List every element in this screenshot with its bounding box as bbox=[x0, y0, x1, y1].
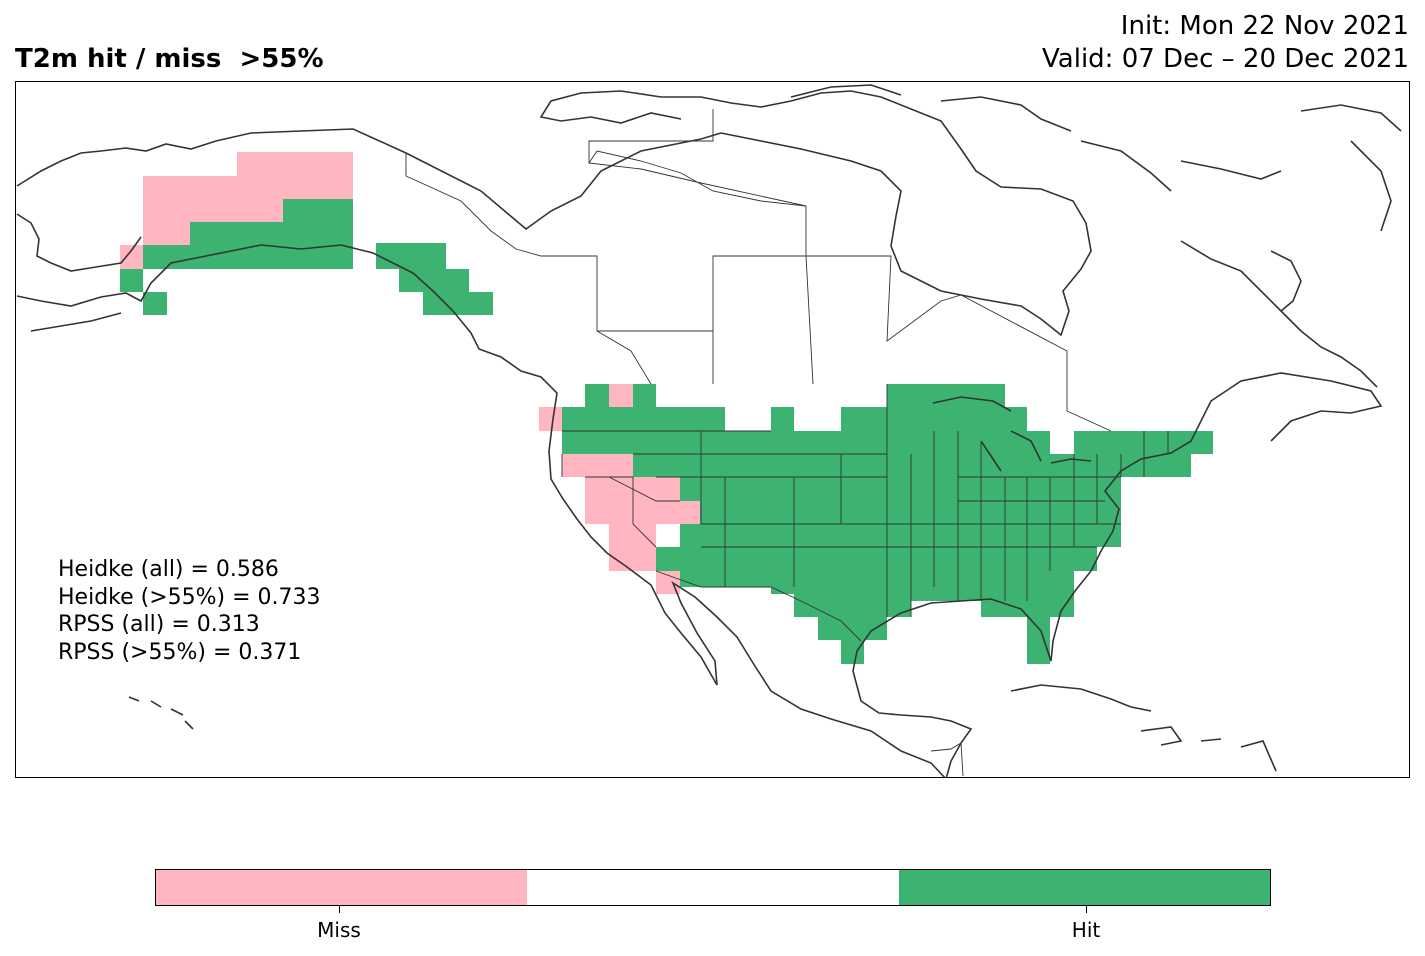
skill-scores: Heidke (all) = 0.586 Heidke (>55%) = 0.7… bbox=[58, 556, 321, 666]
miss-cell-oregon-coast bbox=[539, 407, 562, 431]
hit-cell-alaska bbox=[120, 199, 353, 315]
coast-west bbox=[16, 128, 946, 777]
canada-provinces bbox=[405, 109, 1112, 432]
map-panel bbox=[15, 81, 1410, 778]
stat-rpss-55: RPSS (>55%) = 0.371 bbox=[58, 639, 302, 665]
map-title: T2m hit / miss >55% bbox=[15, 44, 324, 74]
coastlines bbox=[16, 84, 1402, 777]
valid-range: Valid: 07 Dec – 20 Dec 2021 bbox=[1042, 44, 1409, 74]
coast-gulf bbox=[852, 372, 1383, 777]
hit-cell-alaska-panhandle bbox=[376, 243, 493, 315]
miss-cell-california-nevada bbox=[562, 454, 700, 571]
coast-labrador bbox=[1180, 240, 1378, 388]
miss-cell-alaska-west bbox=[120, 245, 143, 269]
colorbar-tick-hit bbox=[1086, 906, 1087, 913]
coast-caribbean bbox=[1010, 684, 1277, 772]
coast-newfoundland bbox=[1270, 250, 1302, 312]
colorbar-label-miss: Miss bbox=[317, 918, 361, 942]
borders bbox=[405, 109, 1169, 777]
us-states bbox=[561, 384, 1169, 617]
great-lakes bbox=[932, 396, 1092, 472]
miss-cell-arizona-south bbox=[656, 571, 680, 594]
miss-cell-alaska-north bbox=[143, 152, 353, 245]
coast-hawaii bbox=[128, 696, 194, 730]
us-mexico-border bbox=[655, 570, 862, 642]
stat-rpss-all: RPSS (all) = 0.313 bbox=[58, 612, 260, 637]
colorbar bbox=[155, 869, 1271, 906]
init-date: Init: Mon 22 Nov 2021 bbox=[1120, 11, 1409, 41]
colorbar-tick-miss bbox=[339, 906, 340, 913]
colorbar-hit bbox=[898, 870, 1270, 905]
miss-cells bbox=[120, 152, 700, 594]
map-canvas bbox=[16, 84, 1402, 777]
colorbar-label-hit: Hit bbox=[1071, 918, 1101, 942]
coast-arctic-islands bbox=[790, 84, 1402, 232]
title-dates: Init: Mon 22 Nov 2021 Valid: 07 Dec – 20… bbox=[1042, 10, 1409, 76]
colorbar-neutral bbox=[527, 870, 899, 905]
coast-arctic bbox=[539, 90, 1092, 337]
stat-heidke-55: Heidke (>55%) = 0.733 bbox=[58, 584, 321, 610]
colorbar-miss bbox=[156, 870, 528, 905]
central-america-border bbox=[930, 742, 964, 777]
stat-heidke-all: Heidke (all) = 0.586 bbox=[58, 557, 279, 582]
